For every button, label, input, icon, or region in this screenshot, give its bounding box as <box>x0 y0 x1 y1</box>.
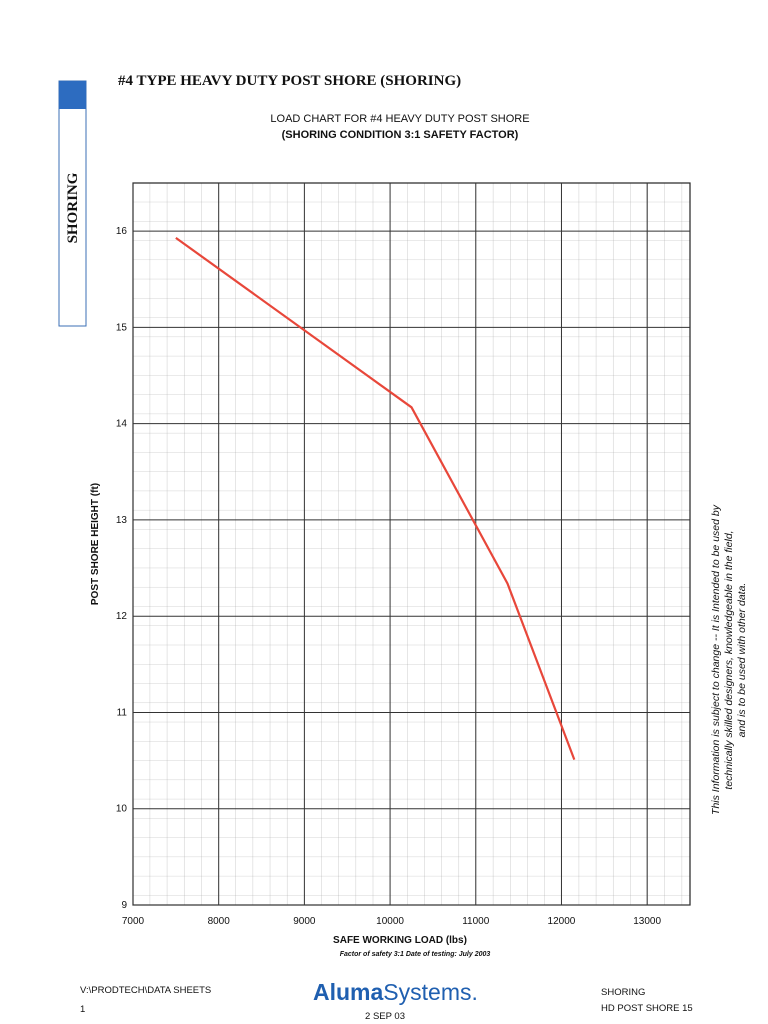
tab-fill <box>59 81 86 109</box>
y-tick-label: 15 <box>116 322 128 333</box>
logo: AlumaSystems. <box>313 979 478 1005</box>
y-tick-label: 9 <box>121 900 127 911</box>
footer-path: V:\PRODTECH\DATA SHEETS <box>80 985 211 996</box>
x-axis-label: SAFE WORKING LOAD (lbs) <box>333 935 467 946</box>
y-tick-label: 13 <box>116 515 128 526</box>
side-note-line: and is to be used with other data. <box>736 583 748 738</box>
y-tick-label: 14 <box>116 419 128 430</box>
chart-note: Factor of safety 3:1 Date of testing: Ju… <box>340 951 491 958</box>
y-tick-label: 16 <box>116 226 128 237</box>
footer-page: 1 <box>80 1004 85 1015</box>
y-axis-label: POST SHORE HEIGHT (ft) <box>90 483 101 605</box>
chart-title: LOAD CHART FOR #4 HEAVY DUTY POST SHORE <box>270 113 529 125</box>
side-note: This Information is subject to change --… <box>710 504 748 815</box>
x-tick-label: 8000 <box>208 916 231 927</box>
page-title: #4 TYPE HEAVY DUTY POST SHORE (SHORING) <box>118 73 461 89</box>
chart-subtitle: (SHORING CONDITION 3:1 SAFETY FACTOR) <box>282 129 519 141</box>
logo-part: Systems. <box>383 979 478 1005</box>
y-tick-label: 12 <box>116 611 128 622</box>
tab-label: SHORING <box>65 172 81 243</box>
side-note-line: This Information is subject to change --… <box>710 504 722 815</box>
x-tick-label: 12000 <box>548 916 576 927</box>
footer-section: SHORING <box>601 987 645 998</box>
data-line <box>175 236 576 761</box>
x-tick-label: 13000 <box>633 916 661 927</box>
side-note-line: technically skilled designers, knowledge… <box>723 530 735 789</box>
x-tick-label: 11000 <box>462 916 490 927</box>
footer-date: 2 SEP 03 <box>365 1011 405 1022</box>
x-tick-label: 9000 <box>293 916 316 927</box>
x-tick-label: 7000 <box>122 916 145 927</box>
y-tick-label: 11 <box>117 707 128 718</box>
footer-sheet: HD POST SHORE 15 <box>601 1003 693 1014</box>
logo-part: Aluma <box>313 979 384 1005</box>
y-tick-label: 10 <box>116 804 128 815</box>
x-tick-label: 10000 <box>376 916 404 927</box>
plot-area <box>132 182 691 906</box>
